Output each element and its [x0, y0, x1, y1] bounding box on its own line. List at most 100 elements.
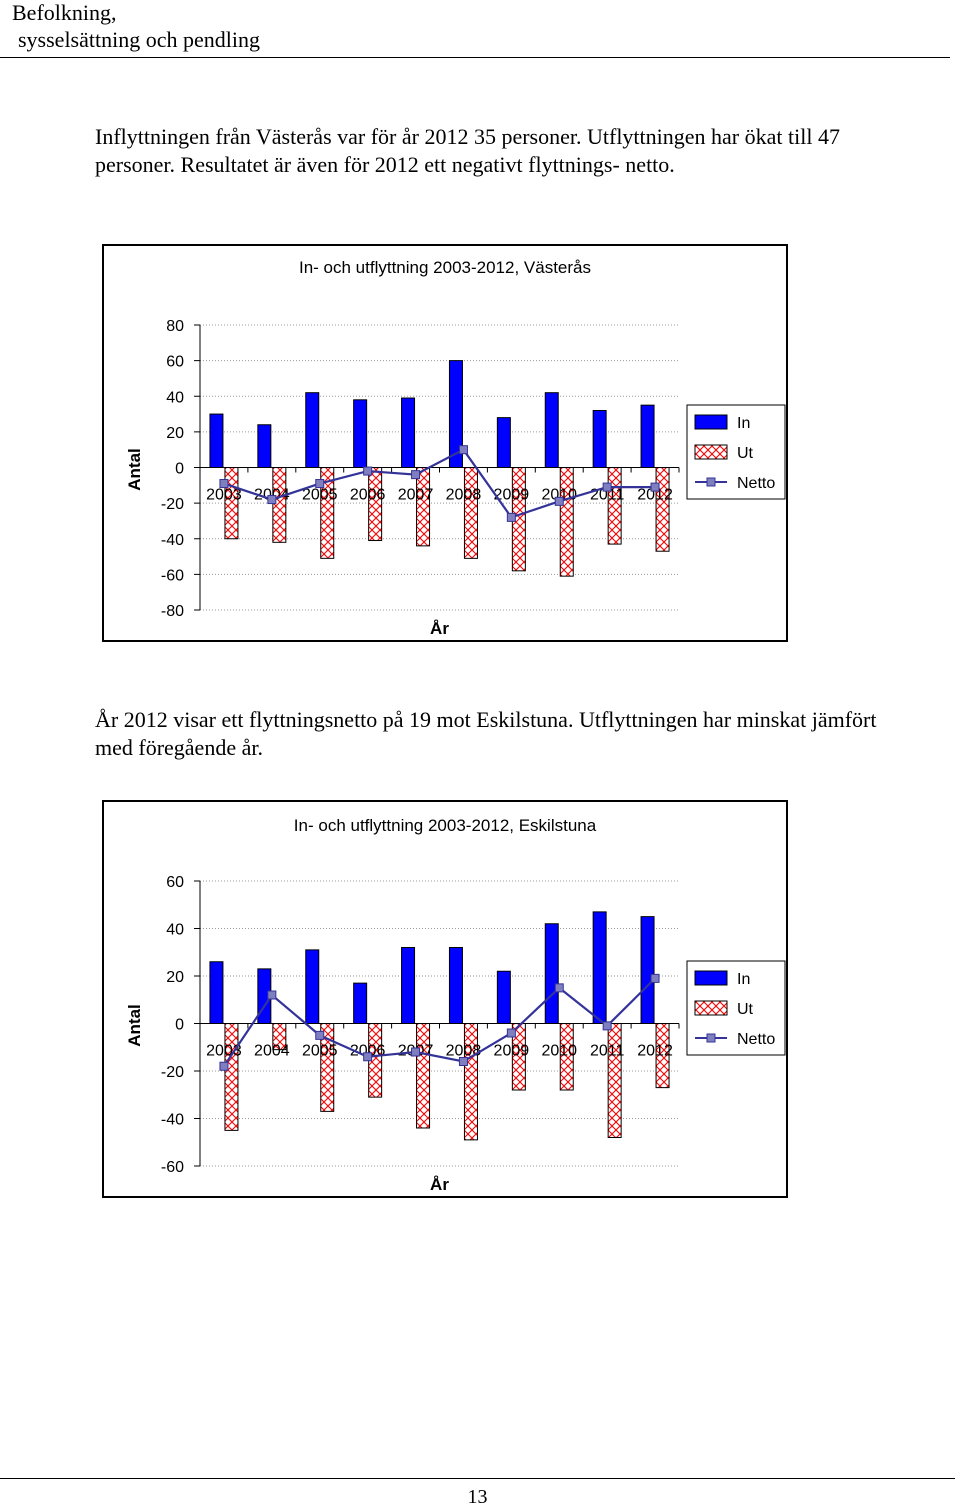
legend: In Ut Netto [686, 960, 786, 1056]
netto-point [411, 470, 421, 480]
netto-point [602, 1021, 612, 1031]
paragraph-eskilstuna: År 2012 visar ett flyttningsnetto på 19 … [95, 707, 877, 760]
legend-label-netto: Netto [737, 475, 775, 492]
y-tick-label: -20 [161, 496, 184, 513]
bar-in [401, 397, 416, 468]
x-tick-label: 2004 [254, 487, 290, 504]
x-tick-label: 2009 [494, 487, 530, 504]
bar-ut [607, 1023, 622, 1138]
bar-in [209, 413, 224, 468]
y-tick-label: 80 [166, 318, 184, 335]
legend-label-in: In [737, 971, 750, 988]
bar-ut [559, 467, 574, 577]
y-tick-label: -80 [161, 603, 184, 620]
bar-ut [463, 467, 478, 559]
x-tick-label: 2003 [206, 1043, 242, 1060]
bar-in [353, 399, 368, 468]
legend-label-netto: Netto [737, 1031, 775, 1048]
y-tick-label: -60 [161, 567, 184, 584]
y-tick-label: -60 [161, 1159, 184, 1176]
x-axis-label: År [430, 619, 449, 638]
bar-in [544, 923, 559, 1024]
y-tick-label: 20 [166, 425, 184, 442]
chart-title: In- och utflyttning 2003-2012, Eskilstun… [293, 816, 597, 835]
netto-point [506, 512, 516, 522]
bar-ut [416, 1023, 431, 1129]
paragraph-vasteras: Inflyttningen från Västerås var för år 2… [95, 124, 840, 177]
x-axis-label: År [430, 1175, 449, 1194]
bar-in [448, 947, 463, 1024]
netto-point [506, 1028, 516, 1038]
netto-point [219, 1061, 229, 1071]
bar-in [496, 970, 511, 1024]
bar-ut [655, 467, 670, 552]
netto-point [267, 495, 277, 505]
bar-in [353, 982, 368, 1024]
y-tick-label: 0 [175, 1017, 184, 1034]
legend-label-ut: Ut [737, 1001, 754, 1018]
netto-line [223, 448, 656, 519]
y-tick-label: 60 [166, 354, 184, 371]
bar-in [305, 949, 320, 1024]
netto-point [458, 1057, 468, 1066]
x-tick-label: 2010 [541, 1043, 577, 1060]
x-tick-label: 2005 [302, 1043, 338, 1060]
bar-in [496, 417, 511, 468]
bar-in [401, 947, 416, 1024]
y-tick-label: -40 [161, 1112, 184, 1129]
y-tick-label: 40 [166, 389, 184, 406]
legend-swatch-ut [694, 1000, 728, 1016]
bar-in [209, 961, 224, 1024]
netto-point [363, 1052, 373, 1062]
x-tick-label: 2009 [494, 1043, 530, 1060]
netto-line [223, 977, 656, 1067]
legend-marker-netto [706, 477, 716, 487]
legend-swatch-in [694, 414, 728, 430]
header-line-2: sysselsättning och pendling [18, 27, 260, 52]
bar-in [257, 424, 272, 468]
chart-title: In- och utflyttning 2003-2012, Västerås [298, 258, 591, 277]
bar-ut [272, 467, 287, 543]
netto-point [363, 466, 373, 476]
legend: In Ut Netto [686, 404, 786, 500]
chart-vasteras: In- och utflyttning 2003-2012, Västerås … [102, 244, 788, 642]
y-axis-label: Antal [125, 448, 144, 491]
legend-swatch-ut [694, 444, 728, 460]
y-axis-label: Antal [125, 1004, 144, 1047]
legend-swatch-in [694, 970, 728, 986]
bar-in [640, 916, 655, 1024]
netto-point [458, 445, 468, 455]
bar-in [544, 392, 559, 468]
x-tick-label: 2008 [446, 1043, 482, 1060]
x-tick-label: 2008 [446, 487, 482, 504]
y-tick-label: 20 [166, 969, 184, 986]
x-tick-label: 2012 [637, 1043, 673, 1060]
bar-in [592, 410, 607, 468]
y-tick-label: -20 [161, 1064, 184, 1081]
y-tick-label: -40 [161, 532, 184, 549]
netto-point [554, 496, 564, 506]
page-header: Befolkning, sysselsättning och pendling [0, 0, 950, 58]
x-tick-label: 2005 [302, 487, 338, 504]
bar-ut [463, 1023, 478, 1141]
x-tick-label: 2006 [350, 487, 386, 504]
y-tick-label: 40 [166, 922, 184, 939]
legend-label-ut: Ut [737, 445, 754, 462]
netto-point [315, 1030, 325, 1040]
bar-ut [368, 467, 383, 542]
chart-vasteras-plot: 80 60 40 20 0 -20 -40 -60 -80 Antal 2003 2004 2005 20… [125, 318, 786, 638]
x-tick-label: 2003 [206, 487, 242, 504]
footer-rule [0, 1478, 955, 1479]
y-tick-label: 0 [175, 461, 184, 478]
x-tick-label: 2011 [590, 1043, 625, 1060]
bar-in [640, 404, 655, 468]
header-line-1: Befolkning, [12, 0, 117, 25]
chart-eskilstuna: In- och utflyttning 2003-2012, Eskilstun… [102, 800, 788, 1198]
y-tick-label: 60 [166, 874, 184, 891]
netto-point [219, 479, 229, 489]
bar-ut [607, 467, 622, 545]
netto-point [267, 990, 277, 1000]
netto-point [411, 1047, 421, 1057]
bar-ut [224, 1023, 239, 1131]
bar-in [305, 392, 320, 468]
